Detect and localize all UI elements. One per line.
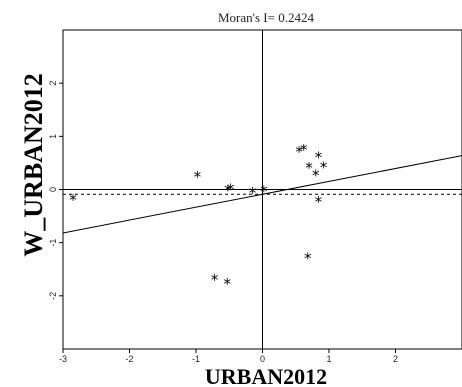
x-tick-label: -2 [125, 354, 133, 364]
y-axis-label: W_URBAN2012 [19, 73, 48, 256]
data-point: * [295, 143, 303, 161]
data-points: **** * **** ***** ** [69, 141, 328, 293]
data-point: * [194, 168, 202, 186]
data-point: * [320, 159, 328, 177]
data-point: * [315, 149, 323, 167]
x-tick-label: -3 [59, 354, 67, 364]
regression-line-group [62, 155, 462, 234]
x-axis-label: URBAN2012 [205, 364, 327, 387]
data-point: * [211, 271, 219, 289]
x-tick-label: 1 [326, 354, 331, 364]
x-tick-label: 0 [260, 354, 265, 364]
data-point: * [315, 193, 323, 211]
data-point: * [304, 250, 312, 268]
data-point: * [260, 183, 268, 201]
chart-title: Moran's I= 0.2424 [218, 10, 314, 25]
data-point: * [312, 167, 320, 185]
y-axis-ticks: -2 -1 0 1 2 [48, 81, 63, 300]
data-point: * [249, 184, 257, 202]
x-tick-label: -1 [192, 354, 200, 364]
data-point: * [300, 141, 308, 159]
data-point: * [305, 159, 313, 177]
y-tick-label: -1 [48, 239, 58, 247]
data-point: * [227, 180, 235, 198]
regression-line [62, 155, 462, 234]
y-tick-label: 2 [48, 81, 58, 86]
data-point: * [224, 275, 232, 293]
y-tick-label: -2 [48, 292, 58, 300]
x-tick-label: 2 [393, 354, 398, 364]
data-point: * [224, 182, 232, 200]
y-tick-label: 0 [48, 187, 58, 192]
y-tick-label: 1 [48, 134, 58, 139]
data-point: * [69, 191, 77, 209]
x-axis-ticks: -3 -2 -1 0 1 2 [59, 349, 398, 364]
